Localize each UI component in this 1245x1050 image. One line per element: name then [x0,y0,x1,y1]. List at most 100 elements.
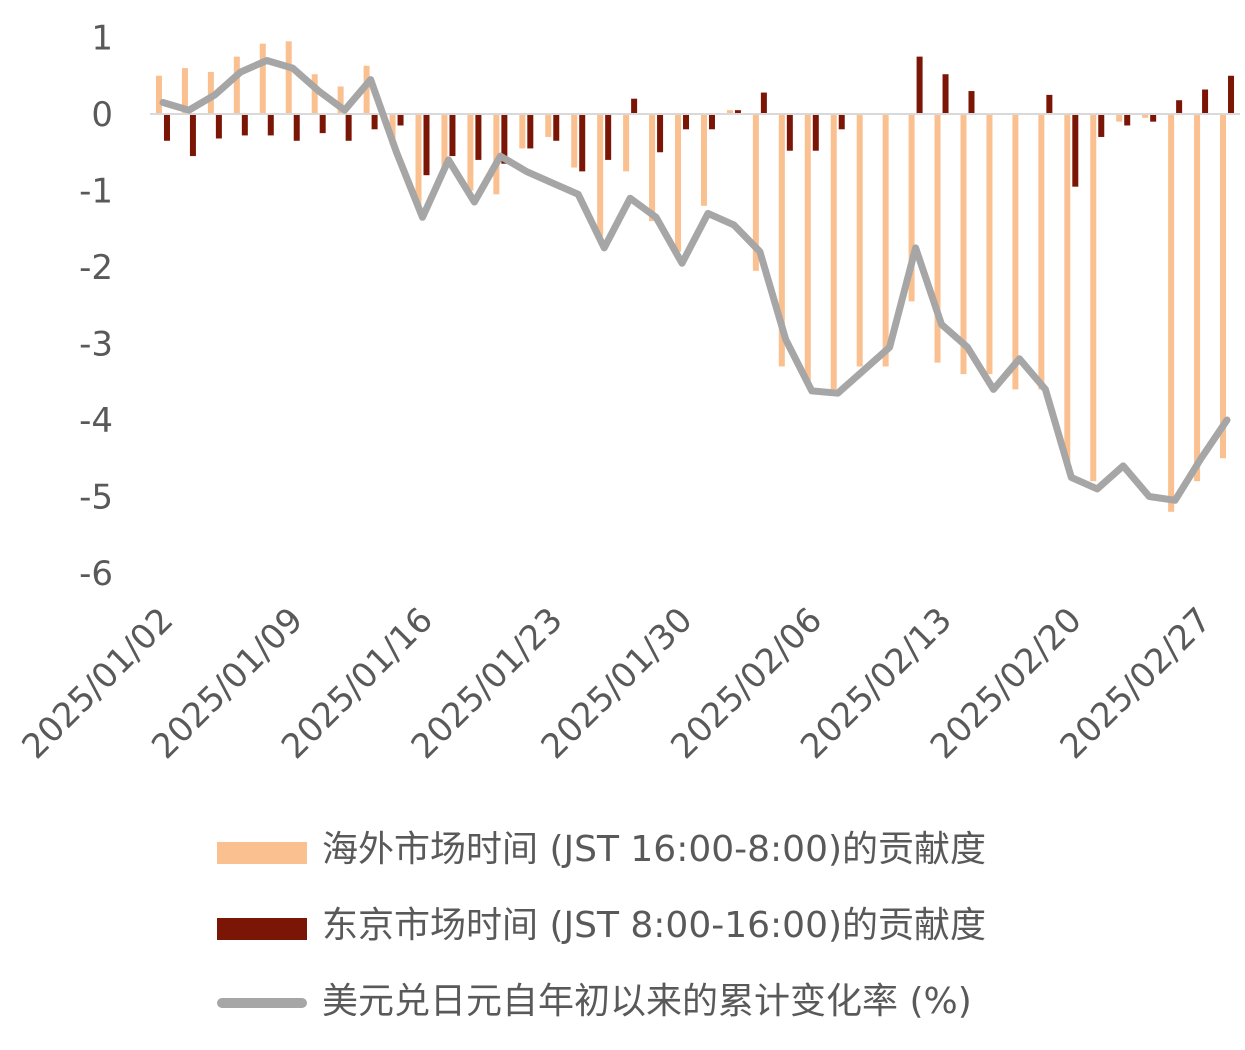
bar-overseas [623,114,630,172]
bar-overseas [181,68,188,114]
bar-overseas [986,114,993,375]
bar-tokyo [786,114,793,151]
y-tick-label: -5 [79,478,113,518]
x-axis: 2025/01/022025/01/092025/01/162025/01/23… [14,600,1219,767]
y-axis: 1 0 -1 -2 -3 -4 -5 -6 [79,19,113,595]
bar-overseas [882,114,889,367]
bar-tokyo [397,114,404,126]
bar-tokyo [683,114,690,130]
legend-label-overseas: 海外市场时间 (JST 16:00-8:00)的贡献度 [322,829,987,870]
bar-overseas [285,41,292,115]
bar-overseas [700,114,707,206]
bar-tokyo [345,114,352,141]
bar-tokyo [968,91,975,114]
y-tick-label: -4 [79,401,113,441]
legend-swatch-tokyo [217,918,307,940]
y-tick-label: -2 [79,248,113,288]
bar-tokyo [1046,94,1053,114]
bar-tokyo [475,114,482,160]
y-tick-label: -3 [79,325,113,365]
bar-overseas [649,114,656,222]
overseas-bars [155,41,1227,512]
bar-overseas [960,114,967,375]
bar-overseas [597,114,604,237]
bar-tokyo [449,114,456,157]
bar-overseas [467,114,474,191]
bar-overseas [726,110,733,114]
bar-overseas [155,75,162,114]
bar-tokyo [527,114,534,149]
bar-overseas [778,114,785,367]
bar-overseas [571,114,578,168]
bar-tokyo [1124,114,1131,126]
bar-overseas [363,65,370,114]
bar-tokyo [734,110,741,114]
bar-overseas [233,56,240,114]
bar-tokyo [1176,100,1183,114]
bar-overseas [337,86,344,114]
bar-tokyo [241,114,248,136]
bar-overseas [207,71,214,114]
bar-tokyo [501,114,508,164]
legend-label-usdjpy: 美元兑日元自年初以来的累计变化率 (%) [322,981,972,1022]
bar-tokyo [215,114,222,139]
bar-overseas [259,43,266,115]
bar-tokyo [163,114,170,141]
bar-overseas [415,114,422,206]
bar-overseas [830,114,837,390]
bar-overseas [1220,114,1227,459]
bar-overseas [545,114,552,137]
bar-overseas [441,114,448,168]
chart-area: 1 0 -1 -2 -3 -4 -5 -6 2025/01/022025/01/092025/… [14,19,1240,767]
y-tick-label: 0 [91,95,113,135]
bar-tokyo [319,114,326,134]
bar-tokyo [1072,114,1079,187]
bar-overseas [1038,114,1045,390]
bar-overseas [1142,114,1149,118]
bar-tokyo [942,74,949,114]
legend-swatch-usdjpy [217,998,307,1008]
bar-overseas [1090,114,1097,482]
series-line-usdjpy [159,57,1231,504]
bar-tokyo [1202,89,1209,114]
legend: 海外市场时间 (JST 16:00-8:00)的贡献度 东京市场时间 (JST … [215,822,1215,1050]
bar-tokyo [1150,114,1157,122]
bar-overseas [804,114,811,382]
bar-tokyo [1098,114,1105,137]
bar-tokyo [838,114,845,130]
bar-overseas [856,114,863,367]
bar-tokyo [267,114,274,136]
bar-tokyo [708,114,715,130]
usdjpy-line [159,57,1231,504]
bar-overseas [1168,114,1175,512]
bar-tokyo [760,92,767,114]
bar-tokyo [631,98,638,114]
bar-tokyo [657,114,664,153]
bar-tokyo [293,114,300,141]
legend-item-usdjpy: 美元兑日元自年初以来的累计变化率 (%) [215,974,1215,1050]
bar-overseas [908,114,915,302]
bar-overseas [389,114,396,145]
legend-label-tokyo: 东京市场时间 (JST 8:00-16:00)的贡献度 [322,905,987,946]
y-tick-label: 1 [91,19,113,59]
y-tick-label: -1 [79,172,113,212]
y-tick-label: -6 [79,554,113,594]
bar-overseas [493,114,500,195]
bar-tokyo [1228,75,1235,114]
bar-tokyo [605,114,612,160]
bar-overseas [311,74,318,114]
legend-swatch-overseas [217,842,307,864]
bar-tokyo [812,114,819,151]
bar-overseas [934,114,941,363]
bar-overseas [1194,114,1201,482]
bar-tokyo [423,114,430,176]
bar-overseas [675,114,682,252]
bar-tokyo [579,114,586,172]
bar-tokyo [916,56,923,114]
bar-tokyo [371,114,378,130]
bar-tokyo [553,114,560,141]
bar-overseas [1064,114,1071,466]
bar-overseas [1116,114,1123,122]
bar-tokyo [189,114,196,157]
legend-item-overseas: 海外市场时间 (JST 16:00-8:00)的贡献度 [215,822,1215,898]
